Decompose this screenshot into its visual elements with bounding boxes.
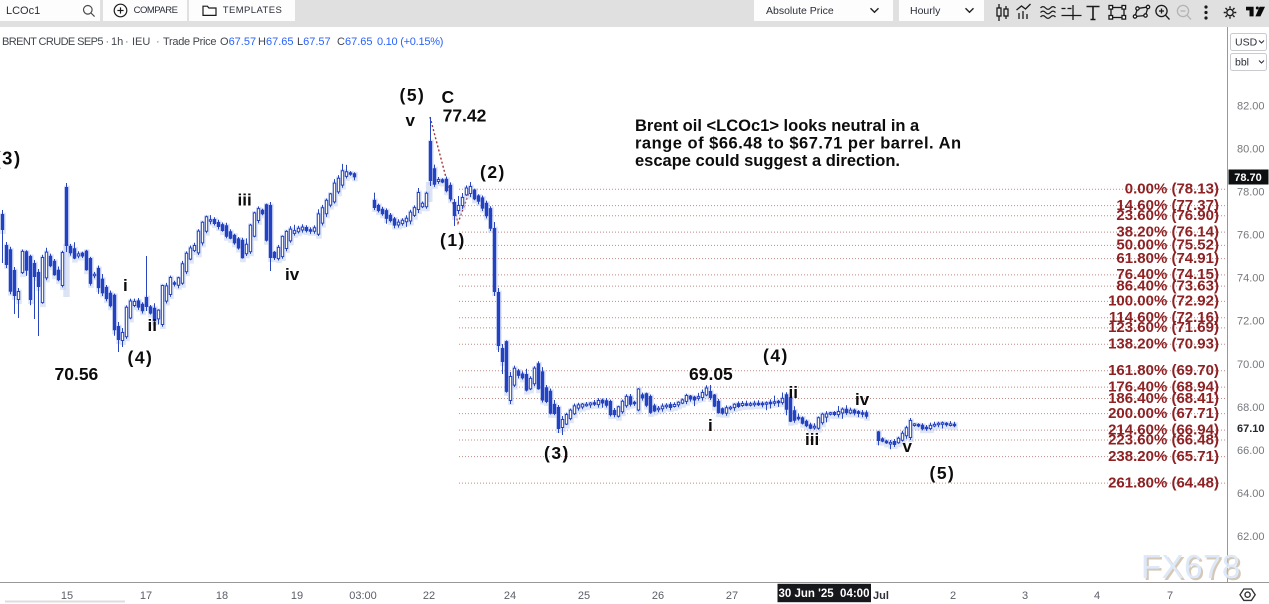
svg-text:(3): (3) (0, 148, 22, 169)
svg-text:238.20% (65.71): 238.20% (65.71) (1108, 448, 1219, 465)
svg-text:161.80% (69.70): 161.80% (69.70) (1108, 362, 1219, 379)
svg-text:66.00: 66.00 (1237, 445, 1265, 457)
svg-text:50.00% (75.52): 50.00% (75.52) (1116, 237, 1219, 254)
svg-text:escape could suggest a directi: escape could suggest a direction. (635, 152, 900, 170)
svg-text:17: 17 (140, 590, 152, 602)
svg-text:77.42: 77.42 (443, 105, 487, 125)
svg-text:ii: ii (789, 383, 798, 402)
svg-text:(1): (1) (440, 230, 466, 250)
svg-text:62.00: 62.00 (1237, 531, 1265, 543)
svg-text:iii: iii (805, 430, 819, 449)
svg-text:74.00: 74.00 (1237, 273, 1265, 285)
svg-text:261.80% (64.48): 261.80% (64.48) (1108, 474, 1219, 491)
svg-text:v: v (406, 111, 416, 130)
svg-text:7: 7 (1167, 590, 1173, 602)
svg-text:186.40% (68.41): 186.40% (68.41) (1108, 390, 1219, 407)
svg-text:24: 24 (504, 590, 516, 602)
svg-text:19: 19 (291, 590, 303, 602)
svg-text:76.40% (74.15): 76.40% (74.15) (1116, 266, 1219, 283)
svg-text:80.00: 80.00 (1237, 144, 1265, 156)
svg-text:iv: iv (855, 390, 870, 409)
svg-text:82.00: 82.00 (1237, 100, 1265, 112)
svg-text:200.00% (67.71): 200.00% (67.71) (1108, 405, 1219, 422)
svg-text:22: 22 (423, 590, 435, 602)
svg-text:214.60% (66.94): 214.60% (66.94) (1108, 421, 1219, 438)
svg-text:(4): (4) (128, 348, 154, 368)
svg-text:iii: iii (238, 191, 252, 210)
svg-text:FX678: FX678 (1141, 548, 1241, 585)
svg-text:27: 27 (726, 590, 738, 602)
svg-text:15: 15 (61, 590, 73, 602)
svg-text:range of $66.48 to $67.71 per: range of $66.48 to $67.71 per barrel. An (635, 135, 962, 153)
svg-text:76.00: 76.00 (1237, 230, 1265, 242)
svg-text:bbl: bbl (1235, 57, 1249, 69)
svg-text:78.70: 78.70 (1234, 172, 1262, 184)
svg-text:C: C (442, 87, 455, 107)
svg-text:223.60% (66.48): 223.60% (66.48) (1108, 431, 1219, 448)
svg-text:iv: iv (285, 265, 300, 284)
svg-text:69.05: 69.05 (689, 364, 733, 384)
svg-text:64.00: 64.00 (1237, 488, 1265, 500)
svg-text:70.00: 70.00 (1237, 359, 1265, 371)
svg-text:26: 26 (652, 590, 664, 602)
svg-text:123.60% (71.69): 123.60% (71.69) (1108, 319, 1219, 336)
svg-text:86.40% (73.63): 86.40% (73.63) (1116, 277, 1219, 294)
svg-text:72.00: 72.00 (1237, 316, 1265, 328)
svg-text:61.80% (74.91): 61.80% (74.91) (1116, 250, 1219, 267)
svg-text:100.00% (72.92): 100.00% (72.92) (1108, 293, 1219, 310)
svg-text:78.00: 78.00 (1237, 187, 1265, 199)
svg-text:i: i (123, 276, 128, 295)
svg-text:(5): (5) (400, 85, 426, 105)
svg-text:(3): (3) (544, 443, 570, 463)
svg-text:v: v (903, 437, 913, 456)
svg-text:38.20% (76.14): 38.20% (76.14) (1116, 223, 1219, 240)
svg-text:18: 18 (216, 590, 228, 602)
svg-text:23.60% (76.90): 23.60% (76.90) (1116, 207, 1219, 224)
svg-text:70.56: 70.56 (55, 364, 99, 384)
svg-text:138.20% (70.93): 138.20% (70.93) (1108, 336, 1219, 353)
svg-text:4: 4 (1094, 590, 1100, 602)
svg-text:14.60% (77.37): 14.60% (77.37) (1116, 197, 1219, 214)
svg-text:FX678: FX678 (1143, 550, 1243, 587)
svg-text:0.00% (78.13): 0.00% (78.13) (1125, 181, 1219, 198)
svg-text:Brent oil <LCOc1> looks neutra: Brent oil <LCOc1> looks neutral in a (635, 117, 920, 135)
svg-text:(2): (2) (480, 162, 506, 182)
svg-text:67.10: 67.10 (1237, 423, 1265, 435)
svg-text:114.60% (72.16): 114.60% (72.16) (1109, 309, 1219, 326)
svg-text:30 Jun '25 04:00: 30 Jun '25 04:00 (779, 588, 870, 600)
svg-text:3: 3 (1022, 590, 1028, 602)
svg-text:03:00: 03:00 (349, 590, 377, 602)
svg-text:176.40% (68.94): 176.40% (68.94) (1108, 378, 1219, 395)
svg-text:25: 25 (578, 590, 590, 602)
svg-text:i: i (708, 416, 713, 435)
svg-text:2: 2 (950, 590, 956, 602)
svg-text:(4): (4) (763, 346, 789, 366)
svg-text:Jul: Jul (873, 590, 889, 602)
svg-text:USD: USD (1235, 37, 1258, 49)
svg-text:68.00: 68.00 (1237, 402, 1265, 414)
svg-text:ii: ii (148, 316, 157, 335)
svg-text:(5): (5) (930, 463, 956, 483)
